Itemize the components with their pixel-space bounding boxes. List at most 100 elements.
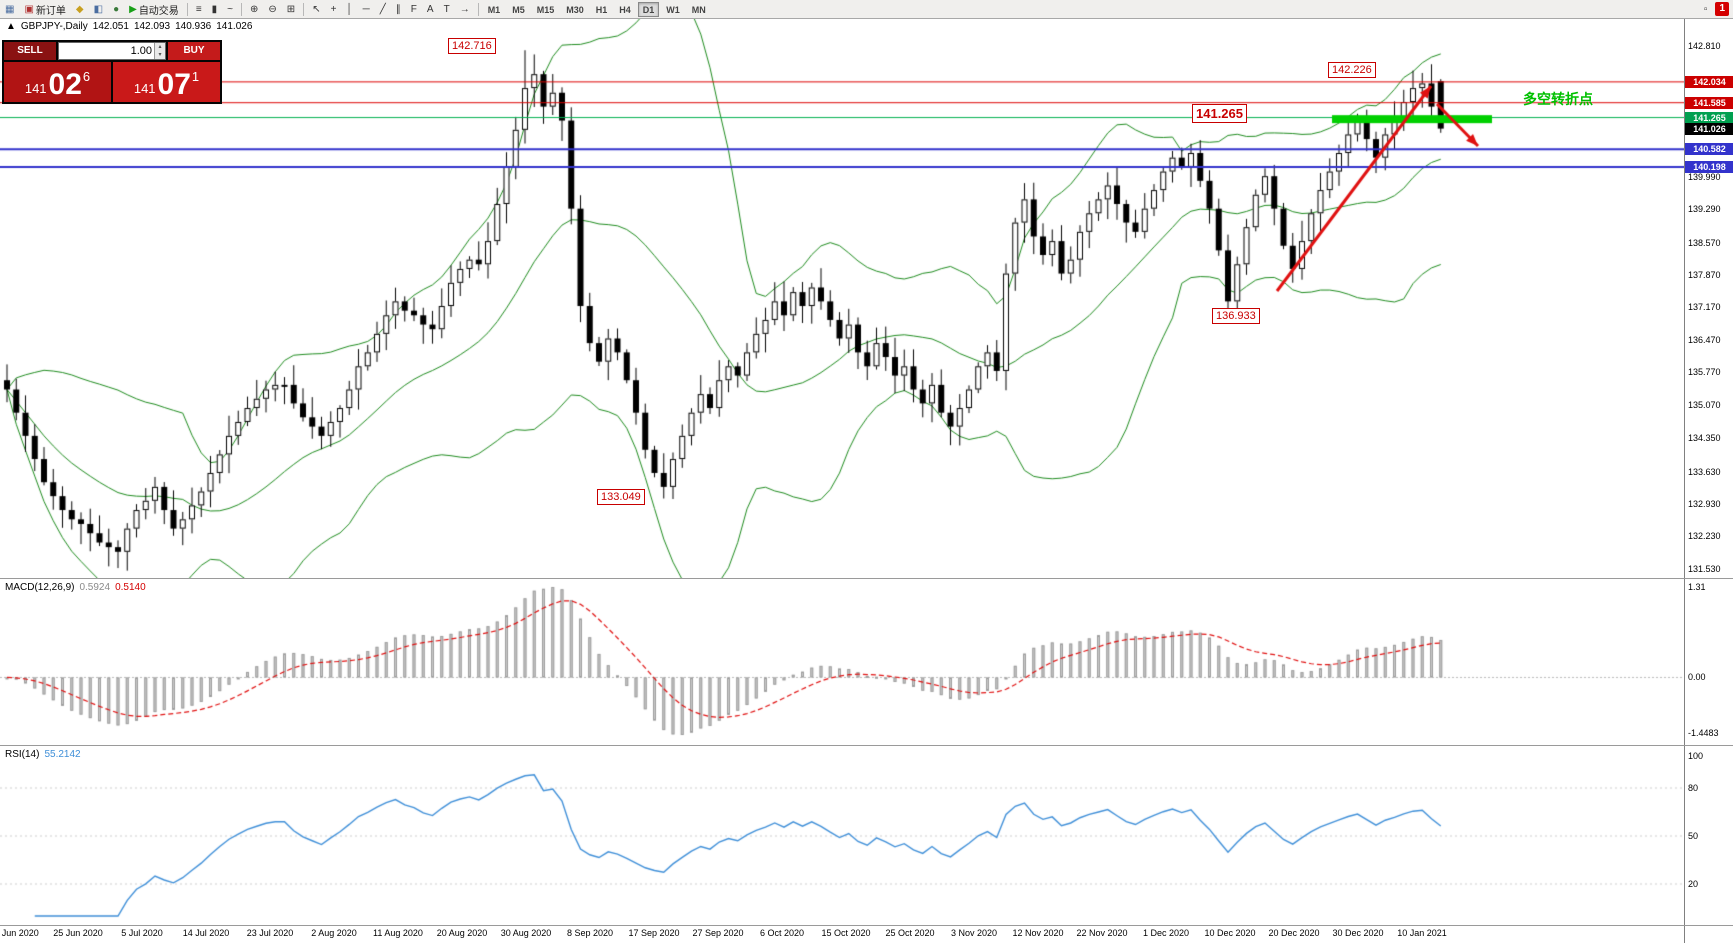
- price-axis-label: 142.810: [1688, 40, 1721, 51]
- bar-chart-mode-button[interactable]: ≡: [192, 1, 206, 18]
- price-axis-label: 137.170: [1688, 302, 1721, 313]
- crosshair-button[interactable]: +: [327, 1, 341, 18]
- autotrade-button[interactable]: ▶ 自动交易: [125, 1, 183, 18]
- docking-button[interactable]: ▫: [1700, 1, 1712, 18]
- volume-up-button[interactable]: ▴: [155, 43, 165, 51]
- price-tag-141026: 141.026: [1685, 122, 1733, 135]
- vertical-line-button[interactable]: │: [342, 1, 356, 18]
- window-icon: ▫: [1703, 3, 1708, 15]
- time-axis[interactable]: 16 Jun 2020 25 Jun 2020 5 Jul 2020 14 Jul 2…: [0, 926, 1684, 943]
- price-tag-142034: 142.034: [1685, 75, 1733, 88]
- volume-value[interactable]: 1.00: [130, 45, 152, 57]
- date-label: 10 Jan 2021: [1397, 928, 1447, 938]
- timeframe-m1-button[interactable]: M1: [487, 4, 501, 15]
- price-axis-label: 136.470: [1688, 334, 1721, 345]
- date-label: 25 Oct 2020: [885, 928, 935, 938]
- rsi-axis-label: 20: [1688, 879, 1699, 889]
- trendline-icon: ╱: [379, 3, 386, 15]
- quote-open: 142.051: [92, 21, 129, 32]
- price-axis-label: 137.870: [1688, 269, 1721, 280]
- timeframe-w1-button[interactable]: W1: [666, 4, 680, 15]
- zoom-out-button[interactable]: ⊖: [264, 1, 280, 18]
- price-label-136933[interactable]: 136.933: [1212, 308, 1260, 324]
- tile-windows-button[interactable]: ⊞: [283, 1, 299, 18]
- price-label-142716[interactable]: 142.716: [448, 38, 496, 54]
- zoom-out-icon: ⊖: [268, 3, 277, 15]
- buy-price-display[interactable]: 141 07 1: [113, 62, 220, 102]
- quote-line: ▲ GBPJPY-,Daily 142.051 142.093 140.936 141.0…: [6, 21, 257, 32]
- buy-button[interactable]: BUY: [168, 42, 220, 60]
- pane-separator[interactable]: [0, 745, 1733, 746]
- price-tag-141265: 141.265: [1685, 111, 1733, 124]
- price-axis-label: 135.770: [1688, 367, 1721, 378]
- horizontal-line-button[interactable]: ─: [359, 1, 374, 18]
- rsi-indicator-chart[interactable]: [0, 746, 1684, 925]
- rsi-axis-label: 80: [1688, 783, 1699, 793]
- date-label: 6 Oct 2020: [759, 928, 805, 938]
- new-order-button[interactable]: ▣ 新订单: [20, 1, 69, 18]
- date-label: 16 Jun 2020: [0, 928, 39, 938]
- rsi-axis-label: 50: [1688, 831, 1699, 841]
- macd-signal-value: 0.5140: [115, 582, 146, 593]
- macd-axis-label: -1.4483: [1688, 728, 1719, 738]
- price-axis[interactable]: 142.810 139.990 139.290 138.570 137.870 137.1…: [1684, 19, 1733, 943]
- channel-button[interactable]: ∥: [392, 1, 405, 18]
- macd-indicator-chart[interactable]: [0, 579, 1684, 745]
- volume-down-button[interactable]: ▾: [155, 51, 165, 59]
- date-label: 14 Jul 2020: [182, 928, 230, 938]
- timeframe-m5-button[interactable]: M5: [512, 4, 525, 15]
- data-window-button[interactable]: ◧: [90, 1, 107, 18]
- text-button[interactable]: A: [423, 1, 438, 18]
- fibonacci-button[interactable]: F: [407, 1, 421, 18]
- trendline-button[interactable]: ╱: [376, 1, 390, 18]
- macd-axis-label: 0.00: [1688, 672, 1706, 683]
- date-label: 8 Sep 2020: [566, 928, 614, 938]
- text-label-icon: T: [443, 3, 450, 15]
- macd-label: MACD(12,26,9) 0.5924 0.5140: [5, 582, 146, 593]
- pane-separator[interactable]: [0, 925, 1733, 926]
- cursor-button[interactable]: ↖: [308, 1, 324, 18]
- timeframe-d1-button[interactable]: D1: [637, 1, 660, 17]
- timeframe-mn-button[interactable]: MN: [691, 4, 706, 15]
- arrows-button[interactable]: →: [456, 1, 474, 18]
- price-axis-label: 134.350: [1688, 433, 1721, 444]
- pane-separator[interactable]: [0, 578, 1733, 579]
- text-label-button[interactable]: T: [440, 1, 454, 18]
- navigator-button[interactable]: ●: [109, 1, 123, 18]
- sell-price-fraction: 6: [82, 69, 91, 84]
- price-tag-140582: 140.582: [1685, 143, 1733, 156]
- toolbar-separator: [186, 2, 188, 16]
- price-label-133049[interactable]: 133.049: [597, 489, 645, 505]
- timeframe-h4-button[interactable]: H4: [619, 4, 631, 15]
- price-label-142226[interactable]: 142.226: [1328, 62, 1376, 78]
- volume-input[interactable]: 1.00 ▴ ▾: [58, 42, 166, 60]
- timeframe-m30-button[interactable]: M30: [566, 4, 584, 15]
- date-label: 27 Sep 2020: [692, 928, 744, 938]
- zoom-in-button[interactable]: ⊕: [246, 1, 262, 18]
- market-watch-button[interactable]: ◆: [72, 1, 88, 18]
- rsi-axis-label: 100: [1688, 751, 1704, 761]
- notification-badge[interactable]: 1: [1715, 2, 1729, 16]
- new-order-icon: ▣: [24, 3, 34, 15]
- chart-icon: ▦: [5, 3, 15, 15]
- sell-button[interactable]: SELL: [4, 42, 56, 60]
- data-window-icon: ◧: [93, 3, 104, 15]
- line-chart-mode-button[interactable]: ~: [223, 1, 237, 18]
- pivot-note-text[interactable]: 多空转折点: [1523, 91, 1593, 107]
- rsi-label: RSI(14) 55.2142: [5, 749, 81, 760]
- timeframe-m15-button[interactable]: M15: [536, 4, 555, 15]
- date-label: 5 Jul 2020: [121, 928, 163, 938]
- toolbar-separator: [241, 2, 243, 16]
- toolbar-separator: [303, 2, 305, 16]
- sell-price-display[interactable]: 141 02 6: [4, 62, 111, 102]
- price-label-141265[interactable]: 141.265: [1192, 104, 1247, 123]
- date-label: 11 Aug 2020: [373, 928, 423, 938]
- price-tag-140198: 140.198: [1685, 161, 1733, 173]
- date-label: 12 Nov 2020: [1012, 928, 1064, 938]
- main-price-chart[interactable]: [0, 19, 1684, 578]
- rsi-name: RSI(14): [5, 749, 40, 760]
- new-chart-button[interactable]: ▦: [1, 1, 18, 18]
- candlestick-mode-button[interactable]: ▮: [208, 1, 222, 18]
- timeframe-h1-button[interactable]: H1: [595, 4, 608, 15]
